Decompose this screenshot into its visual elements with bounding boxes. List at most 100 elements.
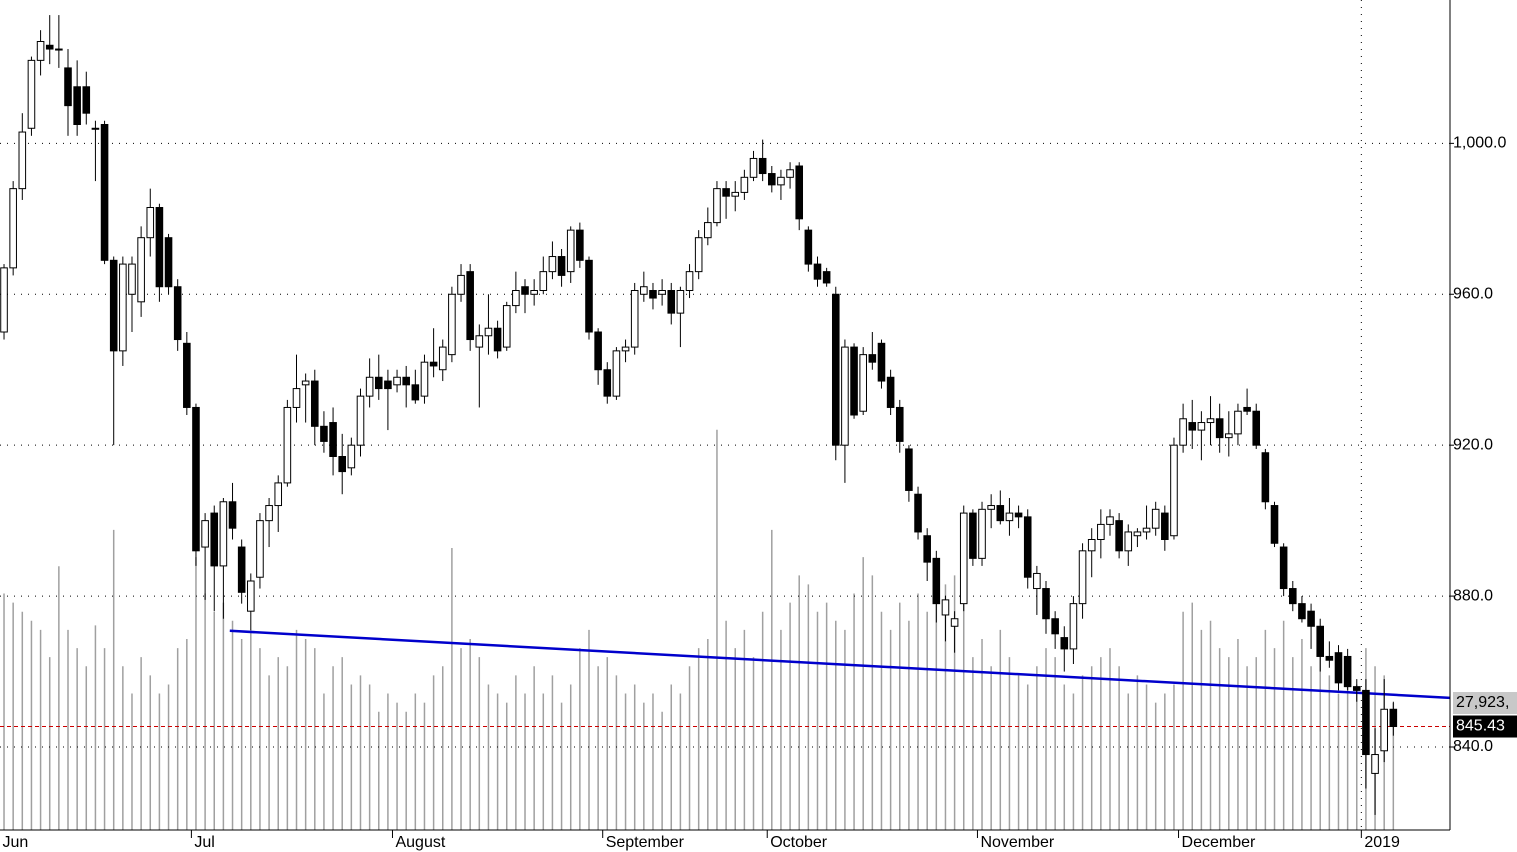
candle-body [265, 505, 273, 522]
candle-body [137, 237, 145, 303]
candle-body [1097, 523, 1105, 541]
candle-body [283, 406, 292, 484]
candle-body [1151, 508, 1160, 529]
candle-body [1161, 512, 1169, 540]
candle-body [777, 176, 785, 186]
candle-body [1270, 505, 1279, 544]
candle-body [1170, 444, 1178, 537]
candle-body [859, 354, 867, 412]
candle-body [183, 342, 191, 408]
candle-body [612, 350, 621, 397]
x-tick-label: October [770, 834, 828, 851]
candle-body [219, 501, 228, 567]
candle-body [795, 165, 804, 220]
candle-body [1060, 637, 1069, 650]
candle-body [749, 157, 758, 178]
candle-body [1215, 418, 1224, 439]
candle-body [384, 380, 392, 390]
candle-body [1133, 531, 1142, 537]
candle-body [438, 346, 447, 371]
candle-body [1087, 539, 1096, 552]
candle-body [1243, 406, 1251, 412]
candle-body [621, 346, 630, 352]
candle-body [329, 422, 337, 457]
candle-body [1334, 652, 1343, 684]
candle-body [73, 86, 81, 125]
candle-body [603, 369, 612, 397]
candle-body [45, 44, 54, 50]
candle-body [1142, 527, 1151, 533]
candle-body [356, 395, 365, 446]
candle-body [420, 361, 429, 397]
candle-body [1033, 572, 1041, 590]
candle-body [347, 444, 356, 469]
candle-body [1307, 610, 1315, 627]
volume-label: 27,923, [1456, 694, 1509, 711]
candle-body [9, 188, 17, 269]
candle-body [320, 425, 328, 442]
candle-body [1078, 550, 1087, 605]
candle-body [173, 286, 182, 341]
price-label-box [1453, 715, 1517, 738]
x-tick-label: September [606, 834, 685, 851]
candle-body [82, 86, 91, 114]
candle-body [658, 290, 666, 295]
candle-body [877, 342, 886, 382]
candle-body [457, 274, 465, 295]
candle-body [576, 229, 584, 261]
candle-body [155, 207, 164, 288]
candle-body [676, 290, 685, 314]
candle-body [1115, 520, 1123, 552]
candle-body [256, 520, 264, 578]
candle-body [100, 124, 109, 261]
candle-body [164, 237, 173, 288]
candle-body [1234, 410, 1242, 435]
candle-body [804, 229, 813, 265]
candle-body [201, 520, 209, 548]
candle-body [850, 346, 858, 416]
candle-body [649, 290, 657, 299]
candle-body [192, 406, 200, 552]
candle-body [1343, 655, 1352, 688]
candle-body [411, 384, 420, 401]
candle-body [557, 256, 566, 276]
candle-body [228, 501, 237, 529]
candle-body [484, 327, 493, 337]
candle-body [768, 173, 776, 186]
candle-body [640, 286, 648, 295]
x-tick-label: August [395, 834, 445, 851]
candle-body [548, 256, 557, 273]
candle-body [667, 290, 676, 314]
candle-body [996, 505, 1005, 522]
candle-body [448, 293, 456, 356]
candle-body [91, 127, 100, 130]
candle-body [813, 263, 822, 280]
candle-body [1252, 410, 1261, 446]
candle-body [685, 271, 694, 291]
candle-body [822, 271, 831, 284]
candle-body [210, 512, 219, 567]
candle-body [1261, 452, 1270, 503]
candle-body [27, 59, 36, 129]
candle-body [713, 188, 721, 224]
candle-body [941, 599, 950, 616]
candle-body [64, 67, 72, 107]
candle-body [923, 535, 931, 563]
candle-body [1014, 512, 1023, 518]
candle-body [1325, 655, 1334, 661]
y-tick-label: 1,000.0 [1453, 135, 1506, 152]
x-tick-label: Jun [2, 834, 28, 851]
candle-body [1188, 422, 1197, 431]
candle-body [310, 380, 319, 427]
candle-body [841, 346, 849, 446]
candle-body [539, 271, 548, 291]
volume-label-box [1453, 692, 1517, 715]
candle-body [402, 376, 410, 386]
candle-body [1298, 603, 1306, 620]
candle-body [1362, 689, 1370, 756]
candle-body [493, 327, 502, 352]
candle-body [630, 290, 639, 348]
candle-body [978, 508, 986, 559]
candle-body [831, 293, 840, 446]
